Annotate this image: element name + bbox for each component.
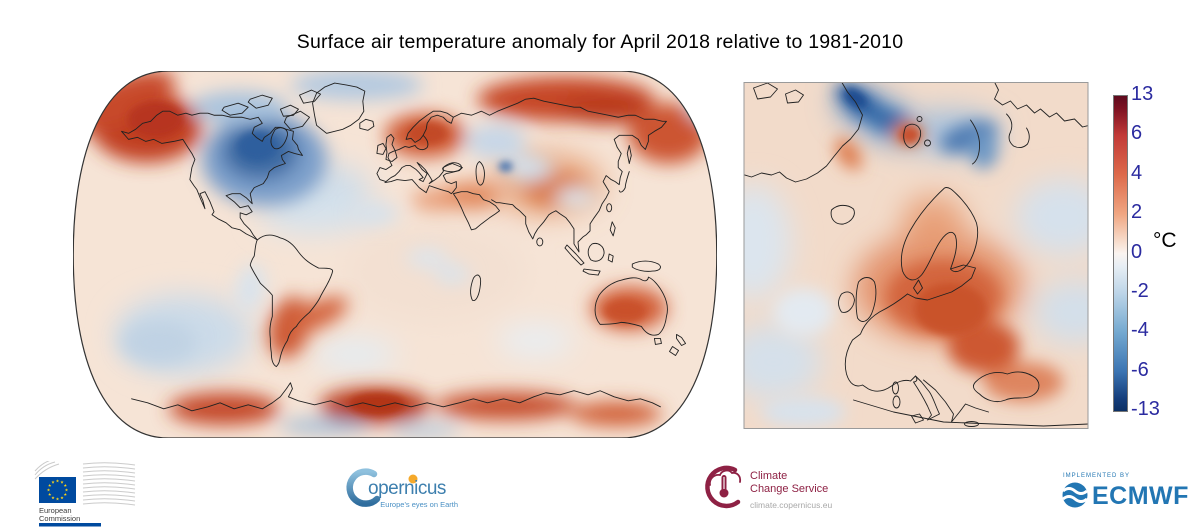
ec-hatch-decoration: [34, 461, 136, 506]
ecmwf-wordmark: ECMWF: [1092, 482, 1189, 510]
copernicus-logo: opernicus Europe's eyes on Earth: [346, 468, 458, 509]
europe-anomaly-field: [743, 82, 1089, 429]
c3s-url: climate.copernicus.eu: [750, 500, 832, 510]
ecmwf-implemented-by: IMPLEMENTED BY: [1063, 473, 1130, 479]
eu-flag-stars: [46, 479, 69, 501]
copernicus-wordmark: opernicus: [368, 478, 446, 499]
colorbar-tick-label: 2: [1131, 201, 1143, 224]
colorbar-tick-label: 4: [1131, 161, 1143, 184]
ec-label-line2: Commission: [39, 514, 80, 523]
europe-coastlines: [743, 82, 1089, 427]
europe-map: [743, 82, 1089, 429]
colorbar-tick-label: -13: [1131, 398, 1160, 421]
colorbar: 13 6 4 2 0 -2 -4 -6 -13 °C: [1113, 84, 1198, 419]
c3s-cloud-icon: [708, 469, 742, 486]
colorbar-unit-label: °C: [1153, 229, 1177, 253]
ec-blue-bar: [39, 523, 101, 527]
colorbar-tick-label: -4: [1131, 319, 1149, 342]
c3s-crescent-icon: [705, 465, 741, 509]
c3s-label-line1: Climate: [750, 470, 787, 482]
copernicus-crescent-icon: [346, 468, 381, 507]
c3s-thermometer-icon: [719, 475, 729, 498]
colorbar-gradient: [1113, 95, 1128, 412]
world-map: [73, 71, 717, 438]
colorbar-tick-label: 0: [1131, 240, 1143, 263]
figure-title: Surface air temperature anomaly for Apri…: [296, 31, 904, 53]
world-map-outline: [73, 71, 717, 438]
ecmwf-globe-icon: [1062, 482, 1088, 508]
copernicus-tagline: Europe's eyes on Earth: [380, 500, 458, 509]
ecmwf-logo: IMPLEMENTED BY ECMWF: [1062, 473, 1189, 510]
world-anomaly-field: [73, 71, 717, 438]
colorbar-tick-label: 6: [1131, 122, 1143, 145]
colorbar-tick-label: -2: [1131, 280, 1149, 303]
european-commission-logo: European Commission: [34, 461, 136, 527]
ec-label-line1: European: [39, 506, 72, 515]
climate-change-service-logo: Climate Change Service climate.copernicu…: [705, 465, 832, 510]
world-coastlines: [121, 82, 687, 412]
copernicus-sun-icon: [408, 474, 418, 484]
colorbar-tick-label: -6: [1131, 358, 1149, 381]
europe-map-border: [743, 82, 1089, 429]
colorbar-tick-label: 13: [1131, 83, 1154, 106]
c3s-label-line2: Change Service: [750, 483, 828, 495]
